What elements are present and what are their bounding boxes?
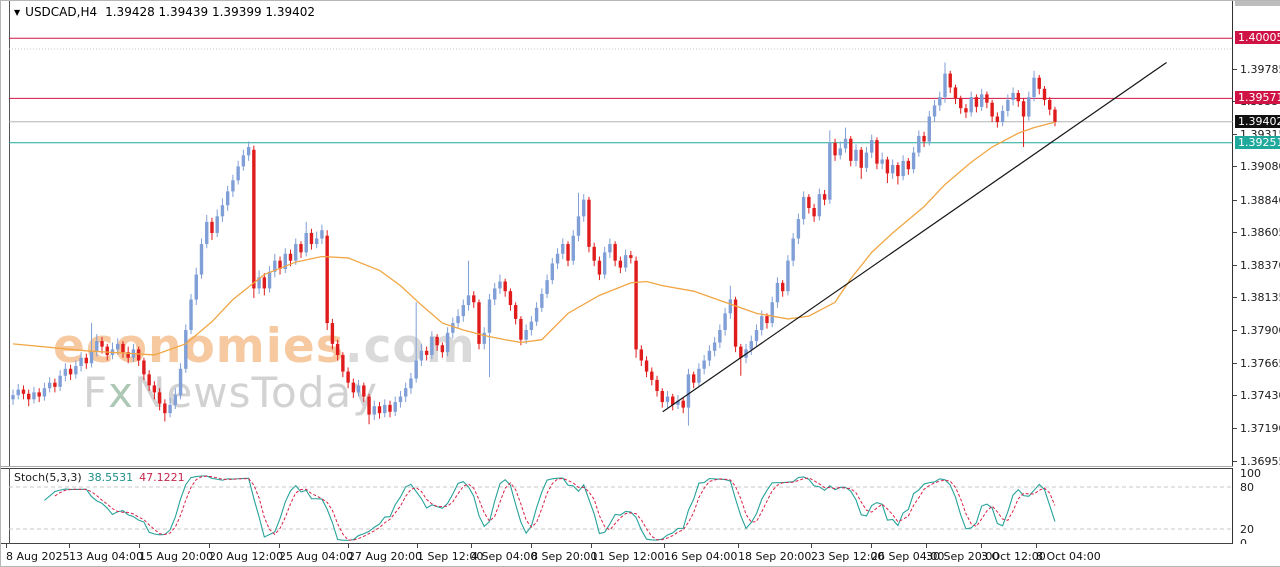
time-label: 4 Sep 04:00 bbox=[471, 550, 538, 563]
price-tick-label: 1.37190 bbox=[1240, 422, 1280, 436]
price-tick-label: 1.37900 bbox=[1240, 323, 1280, 337]
symbol-timeframe-label: USDCAD,H4 bbox=[25, 5, 98, 19]
price-badge: 1.39251 bbox=[1235, 135, 1280, 149]
axis-top-strip bbox=[1235, 1, 1280, 6]
time-label: 8 Aug 2025 bbox=[6, 550, 70, 563]
time-tick-mark bbox=[811, 544, 812, 548]
time-label: 26 Sep 04:00 bbox=[871, 550, 945, 563]
chart-title: ▼ USDCAD,H4 1.39428 1.39439 1.39399 1.3940… bbox=[14, 5, 315, 19]
time-tick-mark bbox=[738, 544, 739, 548]
price-tick-label: 1.37665 bbox=[1240, 356, 1280, 370]
ohlc-values: 1.39428 1.39439 1.39399 1.39402 bbox=[105, 5, 316, 19]
price-tick-mark bbox=[1233, 395, 1237, 396]
price-tick-label: 1.38370 bbox=[1240, 258, 1280, 272]
price-tick-label: 1.38605 bbox=[1240, 226, 1280, 240]
time-tick-mark bbox=[417, 544, 418, 548]
price-tick-label: 1.39785 bbox=[1240, 62, 1280, 76]
candles-group bbox=[11, 62, 1057, 426]
time-tick-mark bbox=[1036, 544, 1037, 548]
symbol-dropdown-icon[interactable]: ▼ bbox=[14, 8, 21, 17]
time-tick-mark bbox=[664, 544, 665, 548]
time-tick-mark bbox=[926, 544, 927, 548]
stoch-signal-line bbox=[54, 475, 1056, 541]
time-label: 8 Oct 04:00 bbox=[1036, 550, 1101, 563]
price-badge: 1.39402 bbox=[1235, 114, 1280, 128]
time-label: 25 Aug 04:00 bbox=[279, 550, 354, 563]
stochastic-main-value: 38.5531 bbox=[87, 471, 134, 484]
price-tick-mark bbox=[1233, 69, 1237, 70]
stoch-scale-label: 80 bbox=[1240, 481, 1254, 494]
stochastic-name: Stoch(5,3,3) bbox=[14, 471, 82, 484]
time-tick-mark bbox=[471, 544, 472, 548]
stoch-scale-label: 100 bbox=[1240, 467, 1261, 480]
stochastic-pane[interactable] bbox=[1, 468, 1233, 544]
price-tick-mark bbox=[1233, 232, 1237, 233]
time-label: 11 Sep 12:00 bbox=[591, 550, 665, 563]
price-tick-mark bbox=[1233, 330, 1237, 331]
stoch-scale-label: 0 bbox=[1240, 537, 1247, 550]
time-label: 15 Aug 20:00 bbox=[139, 550, 214, 563]
ma-line bbox=[12, 121, 1056, 356]
time-tick-mark bbox=[279, 544, 280, 548]
time-tick-mark bbox=[871, 544, 872, 548]
price-tick-mark bbox=[1233, 461, 1237, 462]
time-label: 18 Sep 20:00 bbox=[738, 550, 812, 563]
price-badge: 1.40005 bbox=[1235, 31, 1280, 45]
price-badge: 1.39571 bbox=[1235, 91, 1280, 105]
trend-line bbox=[662, 61, 1167, 413]
time-label: 20 Aug 12:00 bbox=[209, 550, 284, 563]
time-label: 1 Sep 12:00 bbox=[417, 550, 484, 563]
price-tick-label: 1.39080 bbox=[1240, 160, 1280, 174]
price-tick-mark bbox=[1233, 363, 1237, 364]
time-label: 30 Sep 20:00 bbox=[926, 550, 1000, 563]
time-label: 13 Aug 04:00 bbox=[69, 550, 144, 563]
price-tick-mark bbox=[1233, 265, 1237, 266]
price-tick-mark bbox=[1233, 428, 1237, 429]
time-label: 3 Oct 12:00 bbox=[981, 550, 1046, 563]
price-pane[interactable] bbox=[1, 1, 1233, 467]
time-tick-mark bbox=[348, 544, 349, 548]
time-tick-mark bbox=[531, 544, 532, 548]
time-tick-mark bbox=[139, 544, 140, 548]
time-tick-mark bbox=[6, 544, 7, 548]
stochastic-label: Stoch(5,3,3) 38.5531 47.1221 bbox=[14, 471, 185, 484]
time-axis[interactable]: 8 Aug 2025 13 Aug 04:00 15 Aug 20:00 20 Aug… bbox=[1, 544, 1280, 566]
time-tick-mark bbox=[591, 544, 592, 548]
time-tick-mark bbox=[209, 544, 210, 548]
stochastic-signal-value: 47.1221 bbox=[139, 471, 185, 484]
time-tick-mark bbox=[69, 544, 70, 548]
price-tick-mark bbox=[1233, 166, 1237, 167]
price-tick-label: 1.38840 bbox=[1240, 193, 1280, 207]
price-tick-mark bbox=[1233, 200, 1237, 201]
time-label: 16 Sep 04:00 bbox=[664, 550, 738, 563]
stoch-scale-label: 20 bbox=[1240, 523, 1254, 536]
price-tick-label: 1.38135 bbox=[1240, 291, 1280, 305]
stoch-main-line bbox=[44, 475, 1056, 541]
time-label: 27 Aug 20:00 bbox=[348, 550, 423, 563]
price-tick-label: 1.36955 bbox=[1240, 454, 1280, 468]
time-tick-mark bbox=[981, 544, 982, 548]
price-tick-mark bbox=[1233, 134, 1237, 135]
time-label: 8 Sep 20:00 bbox=[531, 550, 598, 563]
price-axis[interactable]: 1.397851.395501.393151.390801.388401.386… bbox=[1233, 1, 1280, 550]
price-tick-label: 1.37430 bbox=[1240, 389, 1280, 403]
time-label: 23 Sep 12:00 bbox=[811, 550, 885, 563]
price-tick-mark bbox=[1233, 297, 1237, 298]
